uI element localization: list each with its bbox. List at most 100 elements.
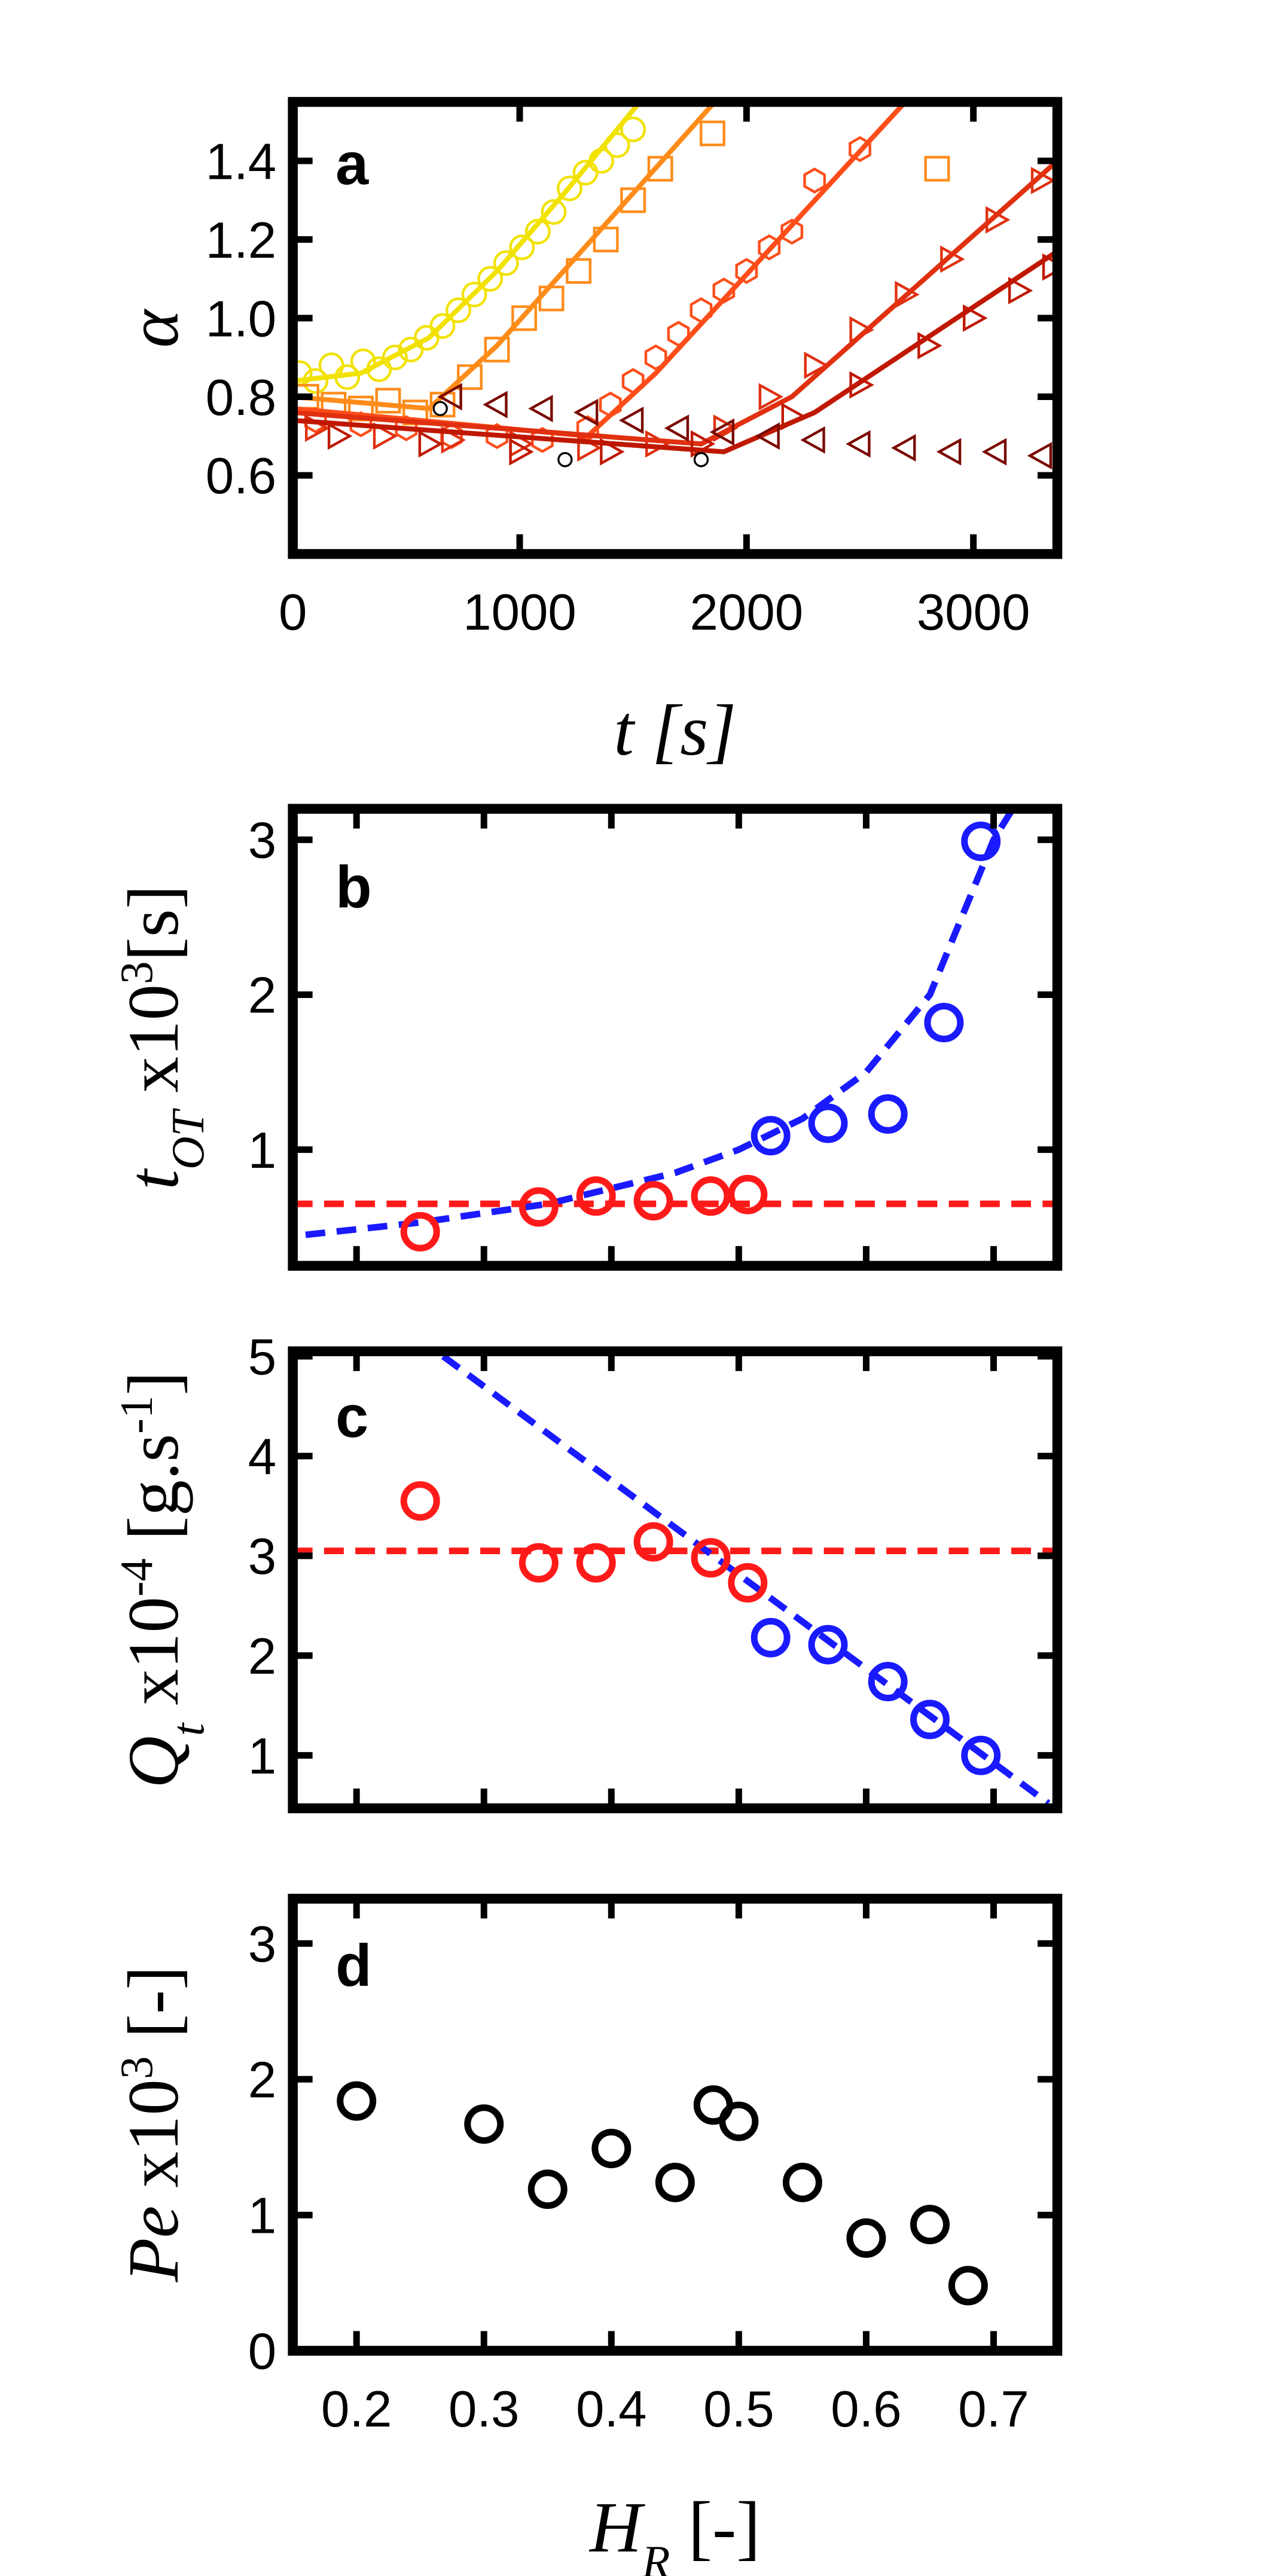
plot-area: [292, 1353, 1058, 1806]
y-tick-label: 1: [248, 1122, 276, 1179]
marker: [846, 2218, 886, 2258]
marker: [418, 430, 444, 458]
y-axis-label: α: [114, 309, 194, 348]
fit-dashed: [305, 808, 1016, 1238]
marker: [868, 1094, 908, 1134]
panel-letter: b: [335, 854, 371, 920]
marker: [655, 2162, 695, 2202]
panel-letter: c: [335, 1383, 368, 1449]
label-part: t [s]: [614, 691, 736, 771]
marker: [538, 285, 565, 312]
marker: [800, 426, 825, 454]
x-tick-label: 0.2: [321, 2381, 392, 2438]
x-tick-label: 0.6: [831, 2381, 901, 2438]
fit-line: [292, 102, 642, 384]
marker: [1008, 277, 1033, 304]
y-axis-label: tOT x103[s]: [111, 885, 213, 1190]
marker: [693, 452, 709, 468]
y-tick-label: 1.0: [206, 291, 276, 347]
panel-letter: a: [335, 130, 369, 197]
marker: [644, 344, 667, 371]
x-tick-label: 3000: [917, 584, 1030, 641]
y-tick-label: 0.6: [206, 448, 276, 505]
marker: [432, 401, 448, 416]
marker: [400, 1481, 440, 1521]
marker: [808, 1103, 848, 1143]
label-part: t: [162, 1722, 213, 1736]
marker: [728, 1174, 768, 1214]
marker: [891, 434, 916, 462]
x-tick-label: 0: [279, 584, 307, 641]
marker: [804, 351, 829, 379]
y-tick-label: 4: [248, 1429, 276, 1485]
marker: [808, 1625, 848, 1665]
x-axis-label: t [s]: [614, 691, 736, 771]
marker: [527, 2169, 568, 2209]
x-tick-label: 1000: [463, 584, 576, 641]
marker: [895, 280, 920, 309]
y-tick-label: 1: [248, 2188, 276, 2245]
label-part: R: [641, 2536, 670, 2576]
y-tick-label: 3: [248, 1528, 276, 1585]
marker: [910, 2205, 950, 2245]
marker: [557, 175, 582, 202]
marker: [691, 1176, 731, 1216]
panel-letter: d: [335, 1932, 371, 1998]
x-tick-label: 0.7: [958, 2381, 1029, 2438]
marker: [400, 1211, 440, 1252]
marker: [337, 2081, 377, 2121]
y-tick-label: 2: [248, 967, 276, 1024]
label-part: [g.s: [114, 1434, 194, 1558]
marker: [751, 1617, 791, 1658]
panel: 1 2 3 4 5 c Qt x10-4 [g.s-1]: [111, 1329, 1063, 1814]
y-tick-label: 0: [248, 2324, 276, 2380]
marker: [593, 227, 619, 252]
marker: [936, 438, 962, 466]
label-part: H: [588, 2488, 645, 2568]
marker: [591, 2129, 632, 2169]
marker: [464, 2104, 504, 2144]
x-tick-label: 0.3: [449, 2381, 519, 2438]
marker: [573, 398, 599, 426]
marker: [664, 414, 690, 442]
fit-line: [292, 102, 717, 411]
y-axis-label: Qt x10-4 [g.s-1]: [111, 1371, 213, 1788]
x-tick-label: 0.5: [703, 2381, 774, 2438]
fit-dashed: [441, 1353, 1051, 1806]
label-part: t: [114, 1168, 194, 1190]
marker: [620, 117, 646, 142]
marker: [576, 1543, 616, 1583]
y-tick-label: 1: [248, 1728, 276, 1785]
label-part: OT: [162, 1107, 213, 1170]
marker: [437, 383, 462, 411]
x-axis-label: HR [-]: [588, 2488, 760, 2576]
marker: [518, 1543, 559, 1583]
marker: [751, 1116, 791, 1156]
x-tick-label: 2000: [690, 584, 804, 641]
y-axis-label: Pe x103 [-]: [111, 1966, 194, 2283]
marker: [518, 1187, 559, 1227]
panel: 0.6 0.8 1.0 1.2 1.4 0 1000 2000 3000 a α t [s]: [114, 97, 1063, 771]
marker: [780, 218, 804, 245]
marker: [755, 422, 780, 450]
marker: [910, 1699, 950, 1739]
marker: [719, 2101, 759, 2141]
marker: [373, 422, 398, 450]
label-part: Pe: [114, 2206, 194, 2283]
marker: [758, 383, 784, 411]
marker: [868, 1662, 908, 1702]
marker: [782, 2162, 822, 2202]
label-part: 3: [111, 961, 162, 984]
marker: [477, 265, 504, 292]
marker: [961, 1735, 1001, 1775]
label-part: ]: [114, 1371, 194, 1395]
marker: [633, 1181, 673, 1221]
label-part: -1: [111, 1396, 162, 1434]
label-part: Q: [114, 1736, 194, 1788]
plot-area: [292, 102, 1058, 470]
x-tick-label: 0.4: [576, 2381, 646, 2438]
marker: [484, 337, 510, 363]
